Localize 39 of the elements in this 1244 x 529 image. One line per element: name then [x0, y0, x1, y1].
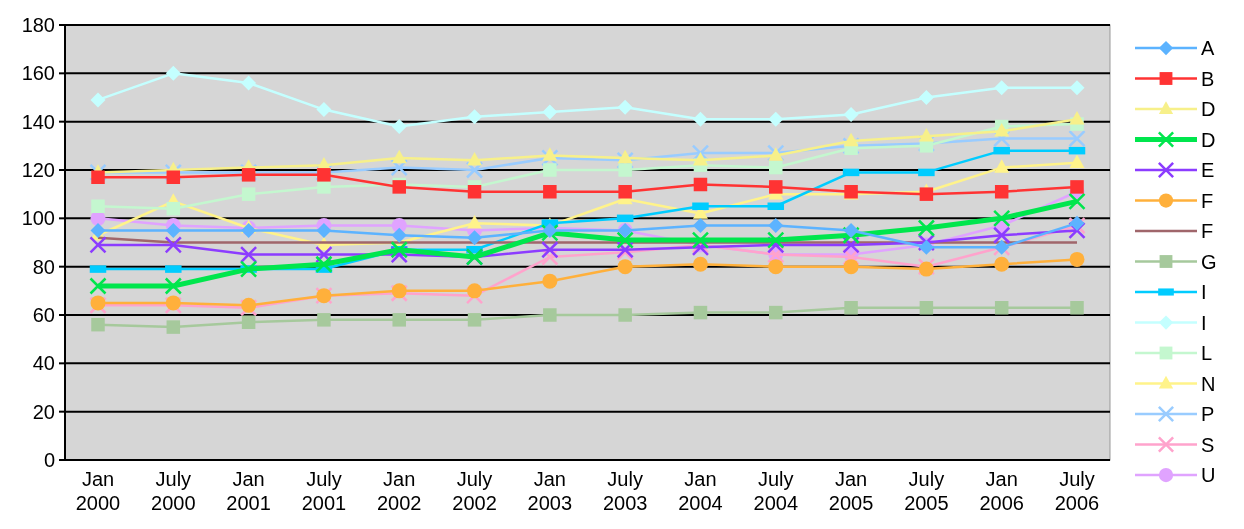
- legend-label: E: [1201, 159, 1215, 181]
- x-tick-label: Jan 2004: [678, 468, 723, 514]
- legend-label: L: [1201, 342, 1213, 364]
- x-tick-label: Jan 2002: [376, 468, 422, 514]
- y-tick-label: 20: [32, 400, 55, 423]
- legend-label: I: [1201, 281, 1207, 303]
- legend-label: D: [1201, 128, 1216, 151]
- legend-label: U: [1201, 464, 1216, 486]
- x-tick-label: July 2002: [452, 468, 497, 514]
- x-tick-label: Jan 2003: [527, 468, 573, 514]
- legend-label: A: [1201, 37, 1215, 59]
- legend-label: F: [1201, 189, 1214, 212]
- x-tick-label: July 2001: [301, 468, 347, 514]
- x-tick-label: July 2004: [753, 468, 799, 514]
- y-tick-label: 0: [43, 449, 55, 471]
- y-tick-label: 40: [32, 352, 55, 375]
- x-tick-label: Jan 2006: [979, 468, 1024, 514]
- x-tick-label: Jan 2005: [828, 468, 874, 514]
- x-tick-label: Jan 2000: [75, 468, 121, 514]
- legend-label: F: [1201, 220, 1214, 242]
- legend-label: S: [1201, 433, 1215, 456]
- x-tick-label: July 2005: [904, 468, 949, 514]
- x-tick-label: July 2006: [1054, 468, 1100, 514]
- y-tick-label: 60: [32, 304, 55, 326]
- y-tick-label: 140: [21, 110, 55, 133]
- y-tick-label: 80: [32, 255, 55, 278]
- x-tick-label: July 2000: [151, 468, 196, 514]
- y-tick-label: 100: [21, 207, 55, 230]
- legend-label: N: [1201, 372, 1216, 395]
- legend-label: D: [1201, 98, 1216, 120]
- y-tick-label: 120: [21, 159, 55, 181]
- legend-label: G: [1201, 250, 1217, 273]
- legend-label: B: [1201, 67, 1215, 90]
- x-tick-label: July 2003: [602, 468, 648, 514]
- legend-label: I: [1201, 311, 1207, 334]
- y-tick-label: 160: [21, 62, 55, 85]
- legend-label: P: [1201, 403, 1215, 425]
- y-tick-label: 180: [21, 14, 55, 36]
- x-tick-label: Jan 2001: [226, 468, 271, 514]
